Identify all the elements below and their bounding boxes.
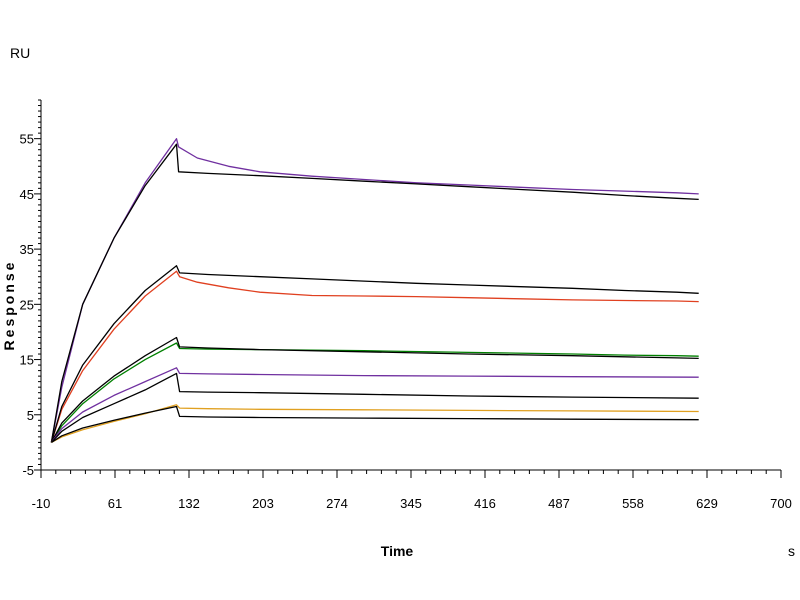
x-tick-label: 203 [252,496,274,511]
y-tick-label: 15 [20,353,34,368]
y-tick-label: 25 [20,297,34,312]
y-tick-label: 45 [20,187,34,202]
series-line-9 [51,404,699,443]
x-tick-label: 132 [178,496,200,511]
x-tick-label: 487 [548,496,570,511]
ticks [34,99,782,478]
y-tick-label: 35 [20,242,34,257]
series-line-8 [50,372,699,443]
tick-labels: -5 5 15 25 35 45 55 -10 61 132 203 274 345 416 487 558 6… [20,132,792,511]
series-line-10 [51,405,699,443]
y-tick-label: 55 [20,132,34,147]
x-tick-label: 345 [400,496,422,511]
x-tick-label: -10 [32,496,51,511]
series-line-6 [50,336,699,443]
y-axis-title: Response [1,260,17,351]
y-unit-label: RU [10,45,30,61]
series-line-7 [50,367,699,443]
y-tick-label: -5 [22,463,34,478]
series-line-4 [50,265,699,443]
x-tick-label: 274 [326,496,348,511]
x-axis-title: Time [381,543,414,559]
series-line-2 [50,143,699,443]
series-layer [50,138,699,443]
x-tick-label: 700 [770,496,792,511]
series-line-3 [50,270,699,443]
x-tick-label: 629 [696,496,718,511]
x-tick-label: 416 [474,496,496,511]
x-tick-label: 61 [108,496,122,511]
series-line-5 [50,342,699,443]
x-unit-label: s [788,543,795,559]
x-tick-label: 558 [622,496,644,511]
y-tick-label: 5 [27,408,34,423]
